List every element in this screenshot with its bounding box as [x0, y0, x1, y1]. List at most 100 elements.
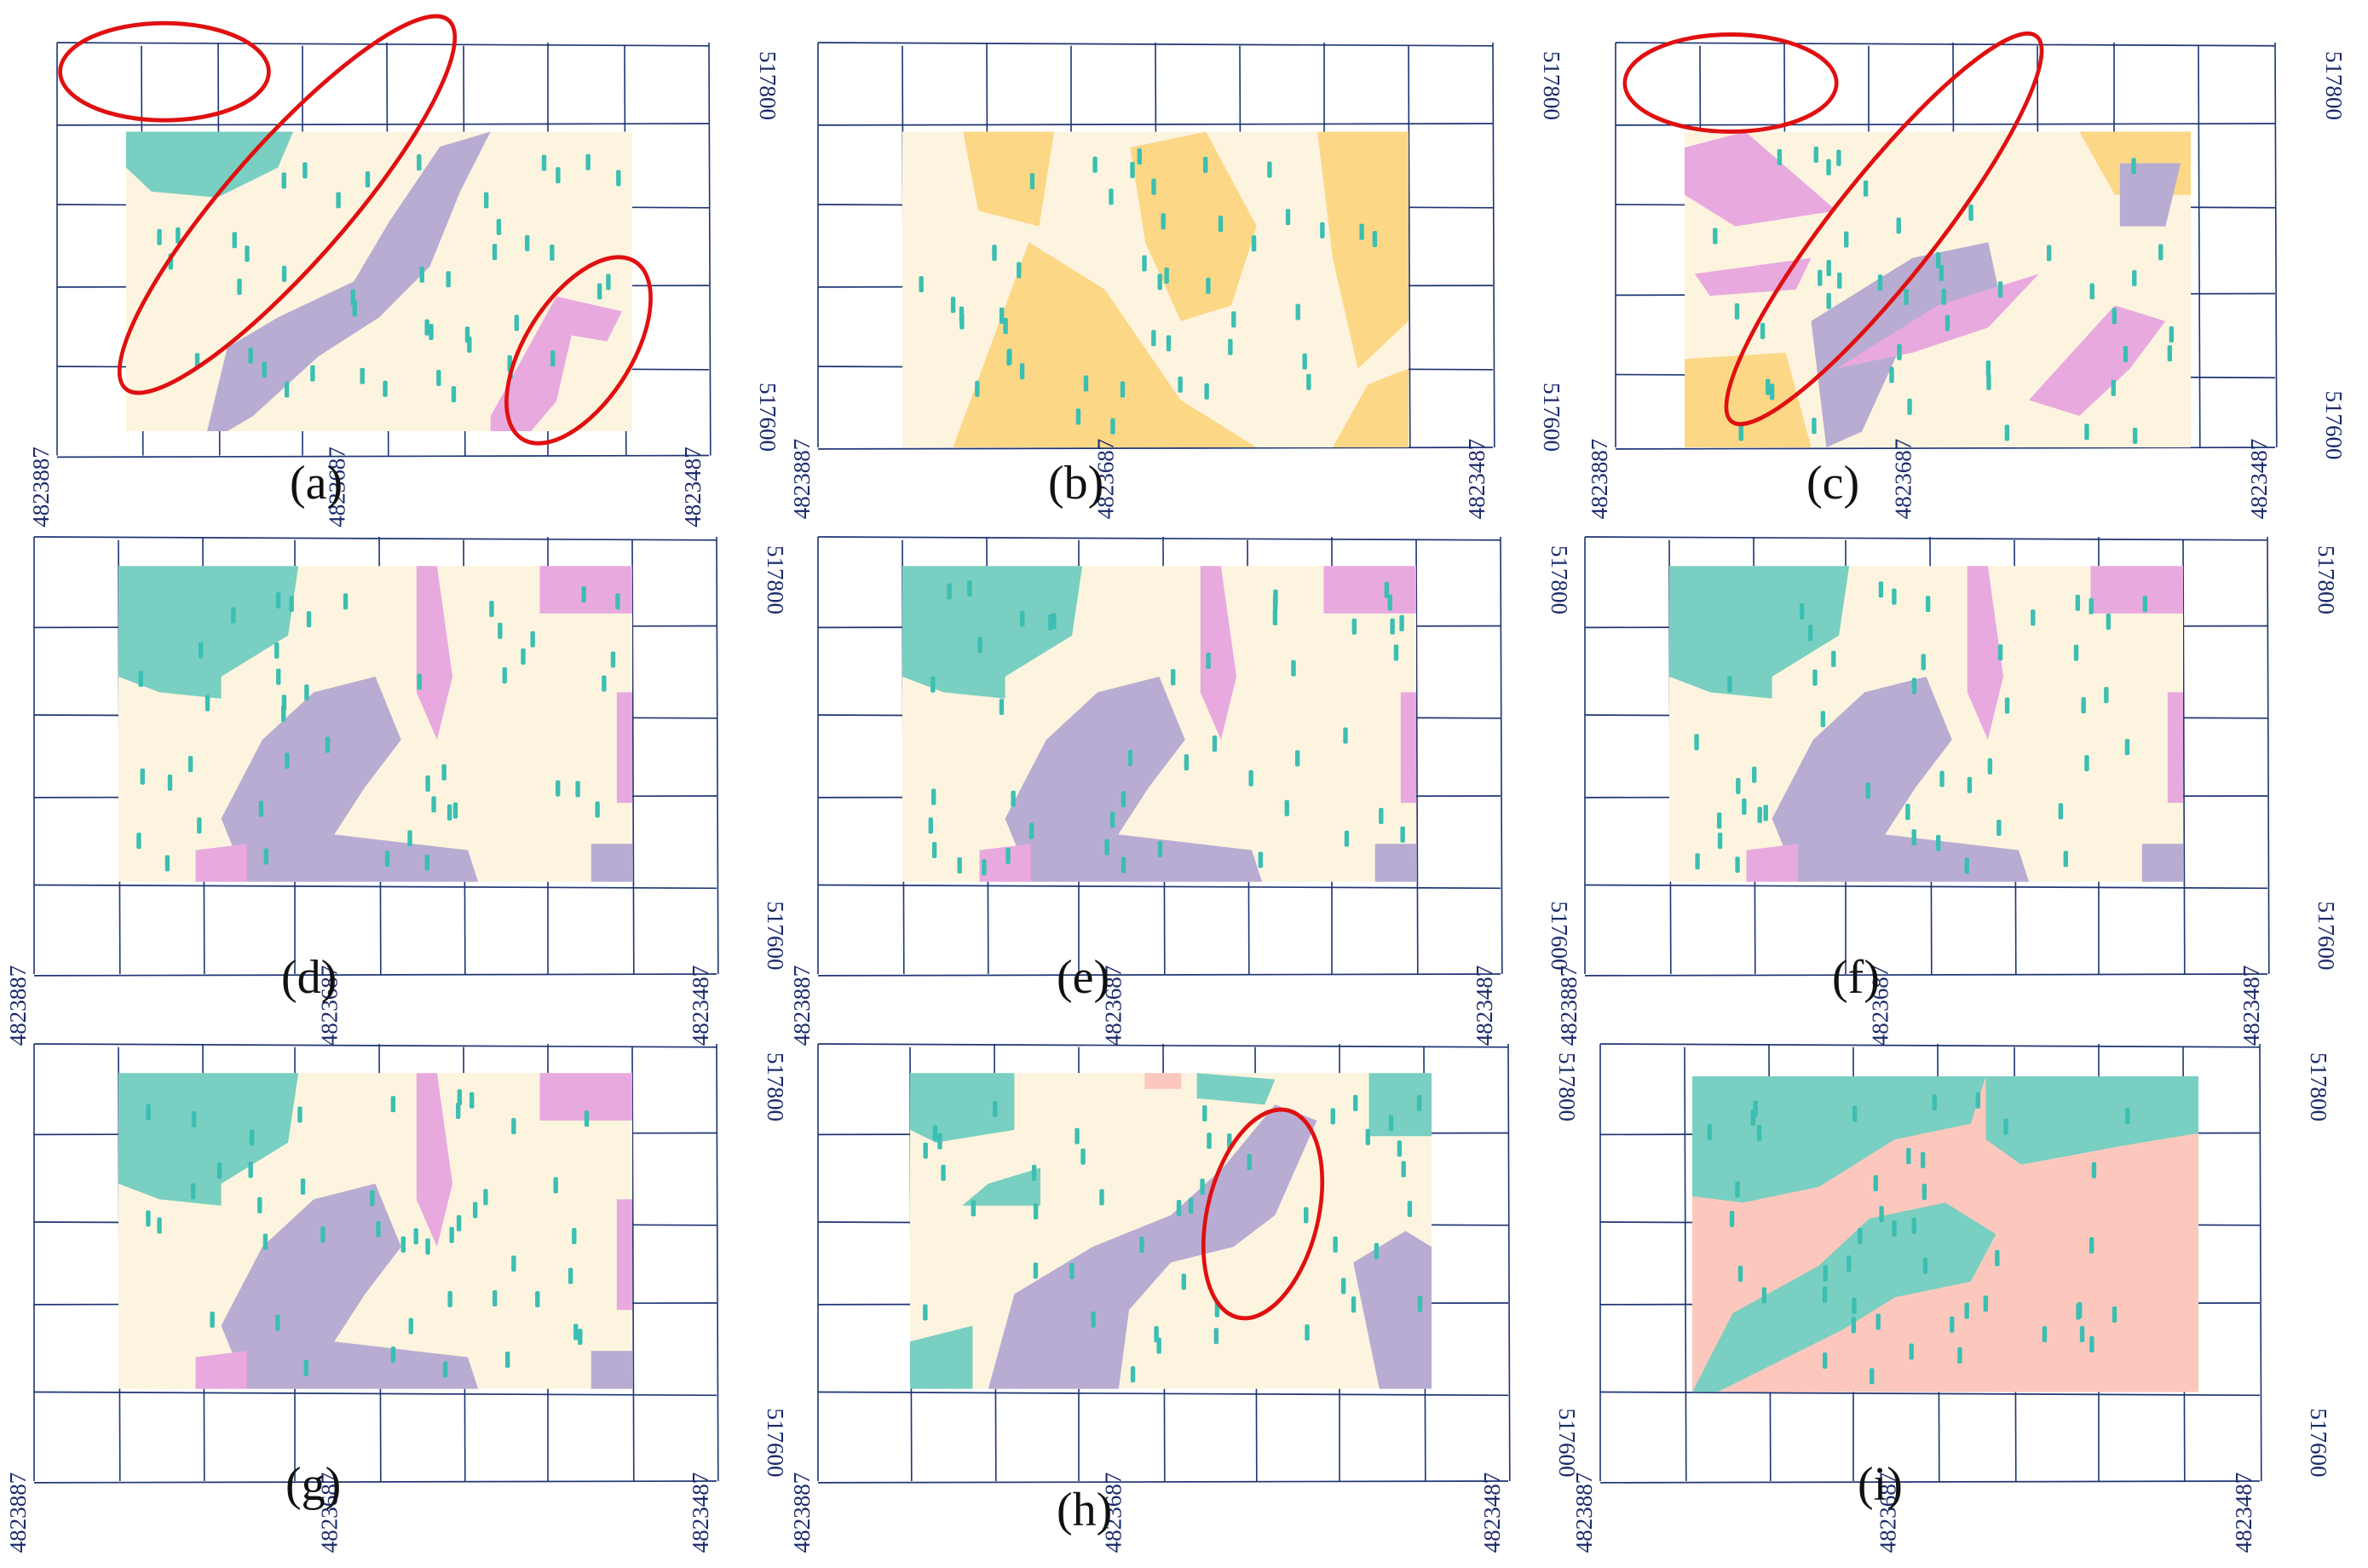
- sample-point-marker: [237, 279, 242, 296]
- sample-point-marker: [1812, 418, 1817, 435]
- grid-line-horizontal: [33, 1043, 717, 1048]
- sample-point-marker: [2142, 596, 2148, 613]
- sample-point-marker: [1291, 660, 1296, 677]
- sample-point-marker: [1964, 1302, 1969, 1319]
- coord-label-x-right: 4823487: [2246, 439, 2272, 520]
- sample-point-marker: [1812, 669, 1818, 686]
- map-panel-b: 4823887 4823687 4823487 517800 517600 (b): [789, 42, 1564, 519]
- sample-point-marker: [1858, 1227, 1863, 1244]
- sample-point-marker: [2112, 308, 2117, 325]
- sample-point-marker: [1033, 1262, 1039, 1279]
- sample-point-marker: [1400, 826, 1405, 843]
- grid-line-horizontal: [33, 536, 717, 541]
- grid-line-vertical: [1492, 42, 1495, 448]
- sample-point-marker: [1777, 149, 1783, 166]
- sample-point-marker: [383, 380, 388, 397]
- sample-point-marker: [376, 1220, 381, 1237]
- sample-point-marker: [1390, 618, 1395, 635]
- sample-point-marker: [923, 1142, 928, 1159]
- coord-label-x-left: 4823887: [789, 966, 815, 1046]
- grid-line-horizontal: [817, 1480, 1509, 1484]
- map-panel-a: 4823887 4823687 4823487 517800 517600 (a): [28, 14, 781, 527]
- sample-point-marker: [2125, 1108, 2130, 1125]
- sample-points: [1713, 146, 2175, 444]
- sample-point-marker: [1157, 274, 1162, 291]
- sample-point-marker: [1137, 148, 1142, 165]
- sample-point-marker: [1340, 1277, 1346, 1294]
- sample-point-marker: [615, 593, 620, 610]
- sample-point-marker: [1997, 644, 2003, 661]
- sample-point-marker: [1302, 353, 1307, 370]
- grid-line-vertical: [1408, 45, 1411, 448]
- sample-points: [1694, 581, 2148, 874]
- sample-point-marker: [1761, 1287, 1767, 1304]
- sample-point-marker: [231, 607, 236, 624]
- sample-point-marker: [300, 1178, 306, 1195]
- grid-line-horizontal: [56, 123, 710, 126]
- sample-point-marker: [1879, 1206, 1884, 1223]
- sample-point-marker: [1892, 588, 1897, 605]
- coord-label-x-right: 4823487: [1464, 439, 1489, 520]
- sample-point-marker: [470, 1092, 475, 1109]
- sample-point-marker: [1417, 1295, 1423, 1312]
- grid-line-vertical: [716, 536, 719, 975]
- sample-point-marker: [1932, 1094, 1937, 1111]
- grid-line-vertical: [631, 539, 635, 975]
- sample-point-marker: [310, 365, 315, 382]
- sample-point-marker: [157, 1217, 162, 1234]
- sample-point-marker: [1231, 311, 1236, 328]
- sample-point-marker: [2132, 269, 2137, 286]
- coordinate-labels: 4823887 4823687 4823487 517800 517600: [5, 545, 788, 1046]
- sample-point-marker: [1717, 833, 1723, 850]
- sample-point-marker: [1248, 770, 1253, 787]
- sample-point-marker: [1017, 262, 1022, 279]
- sample-point-marker: [2084, 755, 2089, 772]
- sample-point-marker: [1736, 777, 1741, 794]
- sample-points: [928, 580, 1405, 876]
- coordinate-labels: 4823887 4823687 4823487 517800 517600: [1556, 545, 2339, 1046]
- sample-point-marker: [1384, 581, 1390, 598]
- sample-point-marker: [957, 857, 962, 874]
- sample-point-marker: [2104, 687, 2109, 704]
- sample-point-marker: [525, 234, 530, 251]
- map-e: 4823887 4823687 4823487 517800 517600: [789, 536, 1572, 1046]
- panel-label-f: (f): [1832, 951, 1880, 1004]
- sample-point-marker: [1975, 1092, 1981, 1109]
- sample-point-marker: [992, 245, 997, 262]
- sample-points: [146, 1089, 590, 1378]
- sample-point-marker: [1272, 595, 1278, 612]
- sample-point-marker: [1950, 1316, 1955, 1333]
- sample-point-marker: [1176, 1199, 1182, 1216]
- sample-point-marker: [281, 265, 287, 282]
- coord-label-x-left: 4823887: [5, 1473, 31, 1554]
- coord-label-x-left: 4823887: [789, 439, 815, 520]
- sample-point-marker: [1753, 1100, 1758, 1117]
- class-region-teal: [902, 566, 1083, 699]
- sample-point-marker: [1909, 1343, 1914, 1360]
- grid-line-horizontal: [817, 973, 1501, 977]
- sample-point-marker: [1967, 776, 1973, 793]
- sample-point-marker: [959, 313, 965, 330]
- sample-point-marker: [1092, 156, 1098, 173]
- sample-point-marker: [1284, 799, 1289, 816]
- sample-point-marker: [413, 1228, 418, 1245]
- sample-point-marker: [1996, 819, 2002, 836]
- sample-point-marker: [1272, 608, 1278, 625]
- sample-point-marker: [982, 859, 987, 876]
- map-panel-g: 4823887 4823687 4823487 517800 517600 (g): [5, 1043, 788, 1553]
- sample-point-marker: [190, 1183, 196, 1200]
- sample-point-marker: [263, 848, 269, 865]
- sample-point-marker: [1694, 734, 1699, 751]
- sample-point-marker: [1921, 1151, 1926, 1168]
- map-panel-e: 4823887 4823687 4823487 517800 517600 (e): [789, 536, 1572, 1046]
- sample-point-marker: [276, 668, 281, 685]
- grid-line-vertical: [1507, 1043, 1511, 1482]
- sample-point-marker: [1003, 318, 1008, 335]
- sample-point-marker: [489, 601, 494, 618]
- sample-point-marker: [343, 593, 349, 610]
- sample-point-marker: [1374, 1242, 1380, 1260]
- grid-line-horizontal: [817, 1043, 1509, 1048]
- sample-point-marker: [289, 595, 294, 612]
- sample-point-marker: [511, 1255, 516, 1272]
- sample-points: [919, 148, 1378, 435]
